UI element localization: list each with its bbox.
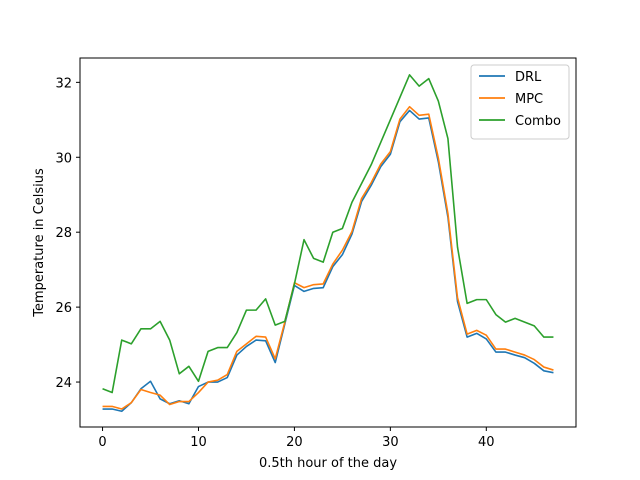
y-tick-label: 30: [55, 151, 72, 166]
legend: DRL MPC Combo: [470, 64, 570, 140]
x-tick-label: 0: [98, 435, 106, 450]
x-axis-label: 0.5th hour of the day: [259, 456, 397, 471]
y-axis-label: Temperature in Celsius: [32, 168, 47, 318]
y-tick-label: 26: [55, 301, 72, 316]
legend-label-combo: Combo: [515, 114, 561, 129]
x-tick-label: 20: [286, 435, 303, 450]
y-tick-label: 32: [55, 76, 72, 91]
series-line-drl: [102, 109, 554, 413]
plot-lines: [102, 74, 554, 413]
x-tick-label: 10: [190, 435, 207, 450]
plot-frame: [79, 57, 577, 428]
x-axis-ticks: 0 10 20 30 40: [98, 427, 495, 450]
x-tick-label: 30: [382, 435, 399, 450]
y-tick-label: 24: [55, 376, 72, 391]
legend-label-mpc: MPC: [515, 92, 543, 107]
x-tick-label: 40: [478, 435, 495, 450]
y-axis-ticks: 24 26 28 30 32: [55, 76, 80, 391]
series-line-combo: [102, 74, 554, 394]
y-tick-label: 28: [55, 226, 72, 241]
legend-label-drl: DRL: [515, 70, 542, 85]
series-line-mpc: [102, 105, 554, 410]
